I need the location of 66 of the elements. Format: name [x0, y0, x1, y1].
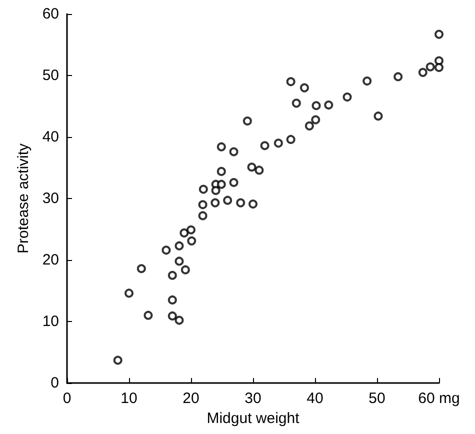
- point: [198, 200, 208, 210]
- point: [311, 115, 320, 124]
- point: [286, 134, 296, 144]
- point: [187, 236, 196, 246]
- point: [198, 211, 208, 220]
- point: [124, 288, 134, 298]
- x-tick-label: 40: [306, 390, 324, 407]
- x-axis-title: Midgut weight: [206, 410, 300, 427]
- point: [211, 186, 220, 196]
- point: [362, 76, 372, 86]
- x-tick-label: 20: [182, 390, 200, 407]
- point: [174, 241, 184, 250]
- x-tick-label: 0: [62, 390, 72, 407]
- point: [254, 166, 264, 175]
- point: [174, 256, 184, 266]
- point: [180, 265, 190, 274]
- point: [236, 198, 246, 208]
- point: [223, 196, 232, 205]
- y-tick-label: 50: [42, 67, 59, 84]
- point: [248, 200, 258, 209]
- x-tick-label: 10: [120, 390, 138, 407]
- point: [300, 83, 309, 92]
- y-tick-label: 10: [42, 313, 59, 330]
- y-tick-label: 0: [50, 374, 59, 392]
- point: [434, 56, 444, 66]
- point: [136, 264, 146, 274]
- point: [312, 101, 321, 110]
- x-tick-label: 60 mg: [418, 390, 460, 407]
- y-tick-label: 30: [42, 190, 59, 207]
- point: [426, 62, 435, 72]
- x-tick-label: 50: [368, 390, 386, 407]
- point: [174, 316, 184, 325]
- point: [394, 72, 403, 82]
- point: [186, 225, 196, 234]
- point: [434, 30, 444, 39]
- point: [374, 112, 383, 121]
- point: [168, 295, 177, 304]
- point: [216, 166, 226, 176]
- point: [260, 141, 270, 150]
- y-tick-label: 40: [42, 128, 59, 146]
- y-tick-label: 60: [42, 6, 59, 22]
- point: [292, 98, 301, 108]
- point: [216, 142, 226, 152]
- point: [113, 356, 122, 365]
- x-tick-label: 30: [244, 390, 262, 407]
- point: [229, 178, 238, 188]
- point: [168, 311, 177, 320]
- point: [304, 121, 314, 130]
- point: [286, 77, 296, 86]
- point: [216, 180, 226, 189]
- point: [180, 228, 189, 238]
- point: [418, 68, 428, 77]
- point: [324, 100, 334, 110]
- point: [229, 147, 238, 156]
- point: [434, 63, 444, 72]
- point: [274, 138, 283, 148]
- point: [198, 184, 208, 194]
- y-axis-title: Protease activity: [15, 142, 32, 254]
- y-tick-label: 20: [42, 252, 59, 268]
- point: [162, 246, 171, 255]
- point: [342, 92, 352, 102]
- point: [242, 116, 252, 126]
- point: [144, 310, 153, 320]
- point: [210, 198, 220, 208]
- point: [247, 162, 256, 172]
- point: [168, 270, 177, 280]
